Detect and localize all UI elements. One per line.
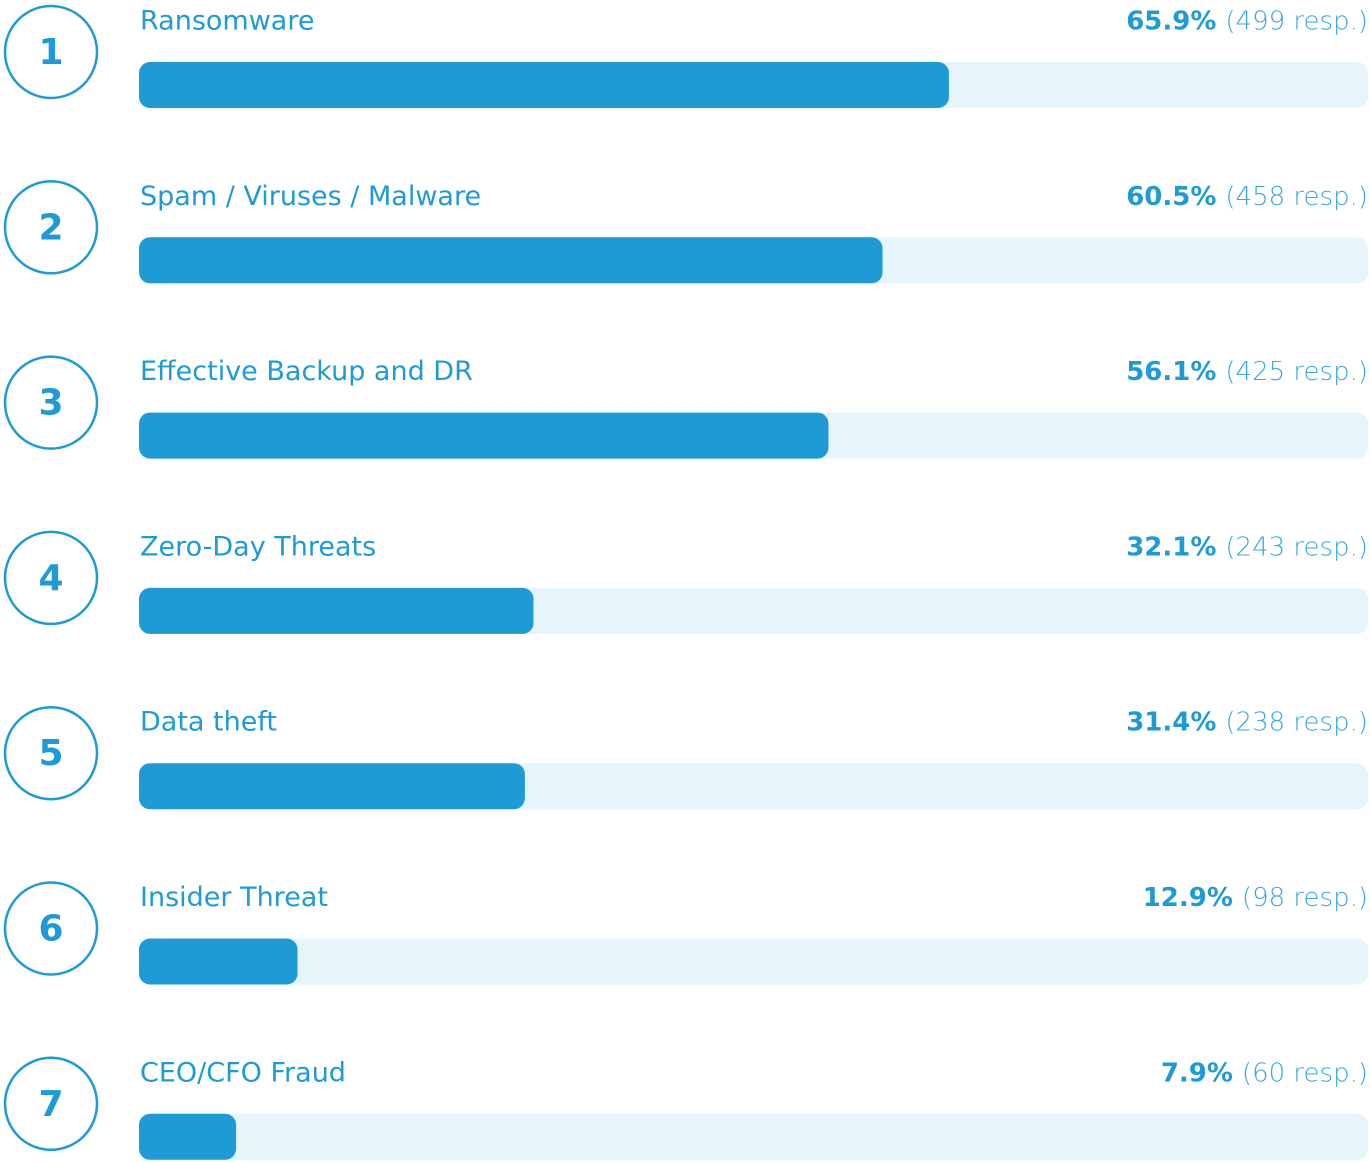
value-label: 32.1% — [1126, 532, 1216, 562]
value-label: 12.9% — [1143, 883, 1233, 913]
rank-circle — [3, 4, 99, 100]
rank-number: 4 — [38, 558, 63, 599]
bar — [139, 1113, 237, 1160]
response-label: (243 resp.) — [1225, 532, 1368, 562]
response-label: (499 resp.) — [1225, 7, 1368, 37]
bar-track — [139, 938, 1368, 985]
rank-circle — [3, 1056, 99, 1152]
rank-number: 1 — [38, 32, 63, 73]
rank-circle — [3, 180, 99, 275]
bar — [139, 938, 298, 985]
category-label: Data theft — [140, 707, 277, 738]
value-label: 60.5% — [1126, 182, 1216, 212]
bar-track — [139, 1113, 1368, 1160]
category-label: Insider Threat — [140, 882, 328, 913]
response-label: (458 resp.) — [1225, 182, 1368, 212]
category-label: Effective Backup and DR — [140, 356, 473, 387]
rank-number: 5 — [38, 733, 63, 774]
rank-number: 3 — [38, 383, 63, 424]
rank-circle — [3, 881, 99, 976]
bar — [139, 587, 534, 634]
value-label: 56.1% — [1126, 357, 1216, 387]
bar — [139, 763, 525, 810]
value-label: 31.4% — [1126, 708, 1216, 738]
response-label: (238 resp.) — [1225, 708, 1368, 738]
bar — [139, 412, 829, 459]
category-label: Spam / Viruses / Malware — [140, 181, 481, 212]
rank-number: 2 — [38, 207, 63, 248]
category-label: Ransomware — [140, 6, 314, 37]
rank-number: 7 — [38, 1084, 63, 1125]
rank-circle — [3, 530, 99, 626]
rank-circle — [3, 355, 99, 450]
rank-number: 6 — [38, 909, 63, 950]
bar — [139, 62, 949, 108]
rank-circle — [3, 705, 99, 801]
value-label: 65.9% — [1126, 7, 1216, 37]
response-label: (60 resp.) — [1242, 1058, 1368, 1088]
response-label: (425 resp.) — [1225, 357, 1368, 387]
category-label: CEO/CFO Fraud — [140, 1057, 346, 1088]
value-label: 7.9% — [1161, 1058, 1233, 1088]
bar — [139, 237, 883, 284]
category-label: Zero-Day Threats — [140, 531, 376, 562]
response-label: (98 resp.) — [1242, 883, 1368, 913]
